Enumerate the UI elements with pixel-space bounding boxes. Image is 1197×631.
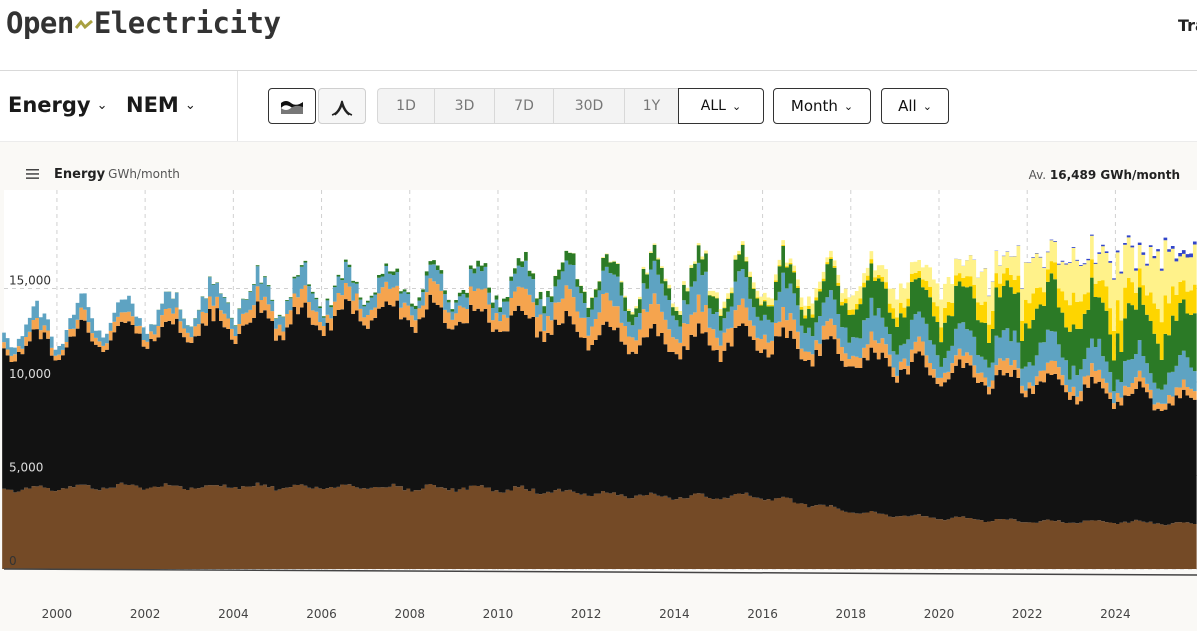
y-tick-label: 10,000	[9, 367, 51, 381]
chart-title: Energy GWh/month	[54, 167, 180, 182]
y-tick-label: 15,000	[9, 274, 51, 288]
x-tick-label: 2002	[130, 607, 161, 621]
range-3d-button[interactable]: 3D	[434, 88, 494, 124]
x-tick-label: 2010	[483, 607, 514, 621]
logo[interactable]: Open Electricity	[6, 6, 281, 40]
range-selector: 1D 3D 7D 30D 1Y ALL ⌄	[377, 88, 764, 124]
chart-panel: Energy GWh/month Av. 16,489 GWh/month 0 5,…	[0, 142, 1197, 631]
x-tick-label: 2016	[747, 607, 778, 621]
controls-bar: Energy ⌄ NEM ⌄ 1D 3D 7D 30D 1Y ALL ⌄ Month ⌄…	[0, 71, 1197, 142]
x-tick-label: 2014	[659, 607, 690, 621]
area-chart-icon	[281, 101, 303, 114]
x-tick-label: 2012	[571, 607, 602, 621]
series-area-black-coal[interactable]	[2, 294, 1197, 526]
interval-dropdown[interactable]: Month ⌄	[773, 88, 871, 124]
range-all-button[interactable]: ALL ⌄	[678, 88, 764, 124]
chart-unit: GWh/month	[108, 167, 180, 181]
average-label: Av.	[1028, 168, 1047, 182]
chevron-down-icon: ⌄	[96, 98, 108, 113]
series-area-wind[interactable]	[2, 244, 1197, 392]
chart-title-text: Energy	[54, 167, 106, 182]
chart-header: Energy GWh/month Av. 16,489 GWh/month	[0, 142, 1197, 190]
average-value: 16,489 GWh/month	[1049, 168, 1180, 182]
logo-text-right: Electricity	[93, 6, 281, 40]
range-7d-button[interactable]: 7D	[494, 88, 553, 124]
chevron-down-icon: ⌄	[184, 98, 196, 113]
metric-selector-label: Energy	[8, 93, 91, 117]
x-tick-label: 2018	[836, 607, 867, 621]
range-all-label: ALL	[700, 98, 726, 114]
x-tick-label: 2020	[924, 607, 955, 621]
series-area-brown-coal[interactable]	[2, 482, 1197, 569]
x-tick-label: 2022	[1012, 607, 1043, 621]
x-tick-label: 2004	[218, 607, 249, 621]
line-chart-toggle-button[interactable]	[318, 88, 366, 124]
average-readout: Av. 16,489 GWh/month	[1029, 168, 1180, 182]
x-tick-label: 2008	[394, 607, 425, 621]
x-tick-label: 2000	[42, 607, 73, 621]
logo-text-left: Open	[6, 6, 74, 40]
divider	[237, 71, 238, 141]
range-30d-button[interactable]: 30D	[553, 88, 624, 124]
metric-selector[interactable]: Energy ⌄	[8, 93, 108, 117]
range-1d-button[interactable]: 1D	[377, 88, 434, 124]
series-area-gas[interactable]	[2, 278, 1197, 411]
x-axis-line	[3, 568, 1197, 576]
region-selector-label: NEM	[126, 93, 179, 117]
chevron-down-icon: ⌄	[843, 99, 854, 113]
nav-link-truncated[interactable]: Tra	[1178, 16, 1197, 35]
chevron-down-icon: ⌄	[731, 99, 742, 113]
filter-dropdown-label: All	[898, 97, 917, 115]
y-tick-label: 0	[9, 554, 17, 568]
energy-stacked-area-chart[interactable]: 0 5,000 10,000 15,000 2000 2002 2004 2006 2008 20…	[0, 142, 1197, 631]
chevron-down-icon: ⌄	[922, 99, 932, 113]
region-selector[interactable]: NEM ⌄	[126, 93, 196, 117]
x-tick-label: 2006	[306, 607, 337, 621]
line-chart-icon	[331, 100, 353, 116]
menu-icon[interactable]	[26, 169, 39, 179]
top-bar: Open Electricity Tra	[0, 0, 1197, 71]
interval-dropdown-label: Month	[790, 97, 838, 115]
y-tick-label: 5,000	[9, 461, 43, 475]
area-chart-toggle-button[interactable]	[268, 88, 316, 124]
range-1y-button[interactable]: 1Y	[624, 88, 678, 124]
x-tick-label: 2024	[1100, 607, 1131, 621]
logo-wave-icon	[74, 19, 93, 30]
series-area-hydro[interactable]	[2, 260, 1197, 405]
filter-dropdown[interactable]: All ⌄	[881, 88, 949, 124]
